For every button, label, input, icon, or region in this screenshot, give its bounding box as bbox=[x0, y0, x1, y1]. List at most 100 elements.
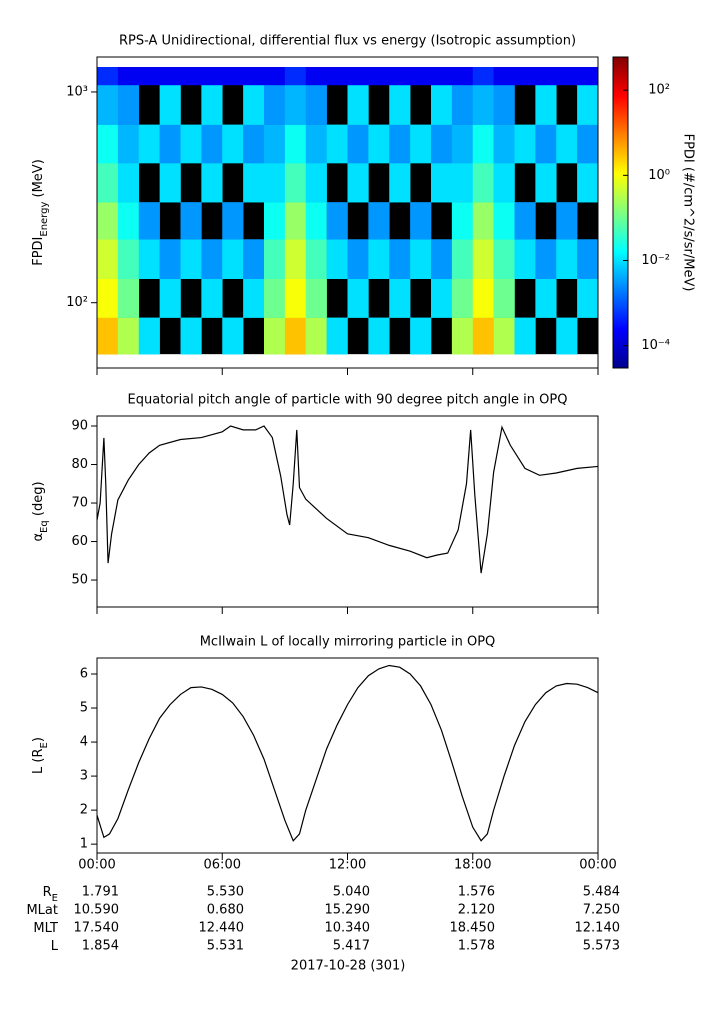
heat-cell bbox=[431, 124, 453, 164]
heat-cell bbox=[389, 84, 411, 125]
date-label: 2017-10-28 (301) bbox=[291, 959, 406, 974]
heat-cell bbox=[97, 84, 119, 125]
y-tick-label: 1 bbox=[80, 837, 88, 852]
heat-cell bbox=[97, 317, 119, 355]
label-text: FPDI bbox=[31, 237, 46, 266]
y-tick-label: 3 bbox=[80, 769, 88, 784]
y-tick-label: 4 bbox=[80, 735, 88, 750]
heat-cell bbox=[368, 202, 390, 240]
heat-cell bbox=[472, 317, 494, 355]
heat-cell bbox=[117, 202, 140, 240]
heat-cell bbox=[556, 317, 578, 355]
heat-cell bbox=[535, 84, 557, 125]
heat-cell bbox=[326, 202, 348, 240]
colorbar-tick-label: 10⁻⁴ bbox=[641, 338, 670, 353]
heat-cell bbox=[284, 278, 307, 318]
heat-cell bbox=[97, 67, 119, 86]
ephemeris-label: L bbox=[51, 939, 59, 954]
x-tick-label: 00:00 bbox=[78, 858, 115, 873]
heat-cell bbox=[535, 239, 557, 279]
heat-cell bbox=[368, 124, 390, 164]
label-text: L (R bbox=[31, 748, 46, 773]
y-tick-label: 60 bbox=[71, 534, 88, 549]
heat-cell bbox=[451, 202, 474, 240]
label-text: ) bbox=[31, 737, 46, 742]
plot-frame bbox=[96, 657, 599, 854]
heat-cell bbox=[117, 278, 140, 318]
heat-cell bbox=[201, 67, 223, 86]
heat-cell bbox=[535, 163, 557, 203]
heat-cell bbox=[472, 67, 494, 86]
heat-cell bbox=[326, 317, 348, 355]
ephemeris-value: 10.590 bbox=[74, 903, 120, 918]
heat-cell bbox=[472, 278, 494, 318]
data-line bbox=[96, 664, 599, 842]
heat-cell bbox=[535, 278, 557, 318]
heat-cell bbox=[431, 278, 453, 318]
heat-cell bbox=[264, 278, 286, 318]
label-sub: E bbox=[52, 893, 58, 904]
heat-cell bbox=[264, 124, 286, 164]
heat-cell bbox=[431, 84, 453, 125]
heat-cell bbox=[577, 67, 599, 86]
colorbar-tick-label: 10⁰ bbox=[648, 168, 670, 183]
heat-cell bbox=[117, 317, 140, 355]
heat-cell bbox=[201, 84, 223, 125]
heat-cell bbox=[222, 67, 244, 86]
heat-cell bbox=[305, 202, 327, 240]
heat-cell bbox=[201, 124, 223, 164]
heat-cell bbox=[159, 278, 181, 318]
x-tick-label: 12:00 bbox=[329, 858, 366, 873]
heat-cell bbox=[138, 239, 160, 279]
heat-cell bbox=[243, 278, 265, 318]
heat-cell bbox=[472, 124, 494, 164]
ephemeris-value: 17.540 bbox=[74, 921, 120, 936]
heat-cell bbox=[347, 239, 369, 279]
heat-cell bbox=[264, 163, 286, 203]
heat-cell bbox=[264, 317, 286, 355]
heat-cell bbox=[117, 67, 140, 86]
heat-cell bbox=[305, 278, 327, 318]
heat-cell bbox=[97, 202, 119, 240]
heat-cell bbox=[347, 124, 369, 164]
heat-cell bbox=[97, 163, 119, 203]
colorbar bbox=[613, 57, 628, 368]
heat-cell bbox=[493, 278, 515, 318]
heat-cell bbox=[556, 67, 578, 86]
label-text: α bbox=[31, 533, 46, 542]
y-tick-label: 10³ bbox=[66, 84, 88, 99]
x-tick-label: 00:00 bbox=[579, 858, 616, 873]
heat-cell bbox=[159, 163, 181, 203]
ephemeris-value: 18.450 bbox=[450, 921, 496, 936]
ephemeris-label: MLat bbox=[26, 903, 58, 918]
heat-cell bbox=[389, 163, 411, 203]
ephemeris-label: RE bbox=[43, 885, 58, 904]
heat-cell bbox=[514, 67, 536, 86]
heat-cell bbox=[264, 84, 286, 125]
axis-label: L (RE) bbox=[31, 737, 50, 774]
heat-cell bbox=[117, 163, 140, 203]
heat-cell bbox=[243, 84, 265, 125]
heat-cell bbox=[138, 67, 160, 86]
heat-cell bbox=[243, 163, 265, 203]
heat-cell bbox=[305, 84, 327, 125]
chart-title: RPS-A Unidirectional, differential flux … bbox=[119, 34, 576, 49]
heat-cell bbox=[284, 317, 307, 355]
axis-label: αEq (deg) bbox=[31, 481, 50, 541]
heat-cell bbox=[284, 67, 307, 86]
data-line bbox=[96, 425, 599, 574]
heat-cell bbox=[493, 317, 515, 355]
heat-cell bbox=[347, 84, 369, 125]
colorbar-tick-label: 10⁻² bbox=[641, 253, 670, 268]
heat-cell bbox=[577, 84, 599, 125]
heat-cell bbox=[305, 163, 327, 203]
heat-cell bbox=[514, 202, 536, 240]
y-tick-label: 50 bbox=[71, 573, 88, 588]
heat-cell bbox=[117, 239, 140, 279]
ephemeris-value: 1.576 bbox=[458, 885, 495, 900]
heat-cell bbox=[138, 202, 160, 240]
heat-cell bbox=[326, 124, 348, 164]
y-tick-label: 90 bbox=[71, 419, 88, 434]
y-tick-label: 5 bbox=[80, 701, 88, 716]
heat-cell bbox=[159, 67, 181, 86]
